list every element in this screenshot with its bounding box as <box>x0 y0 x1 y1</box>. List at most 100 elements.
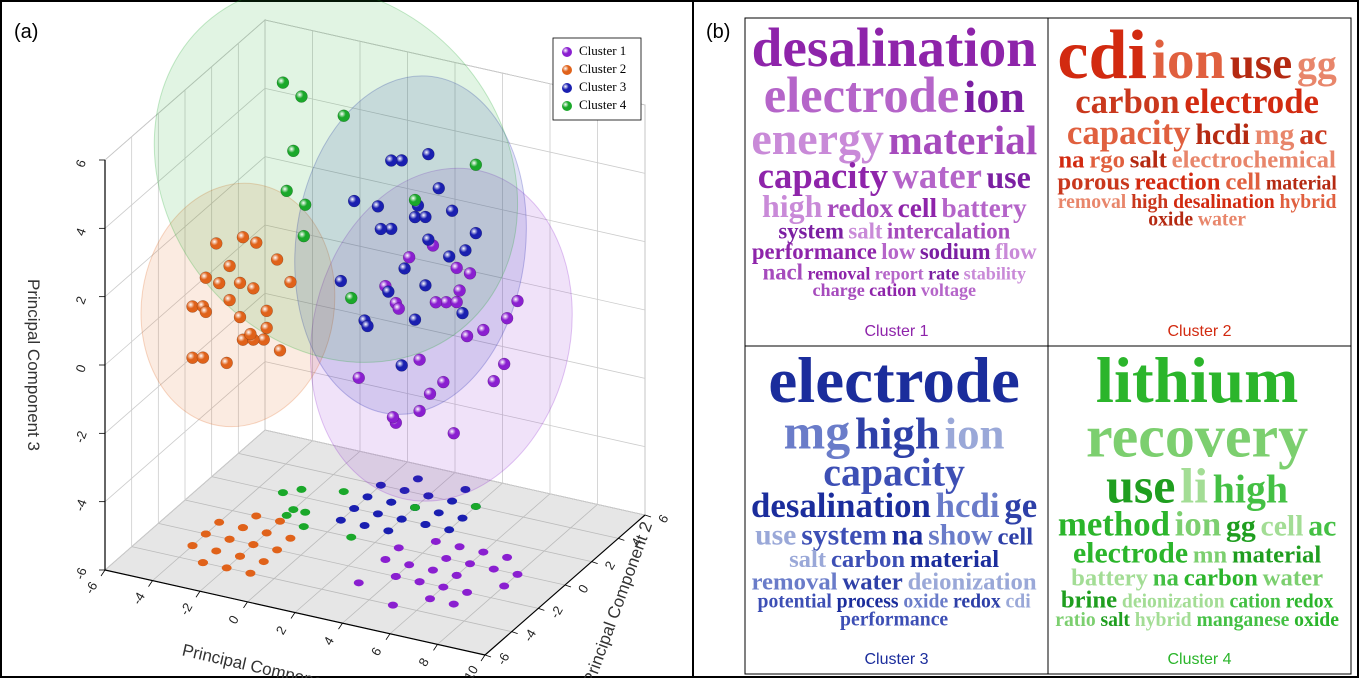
cloud-box <box>1047 17 1352 347</box>
data-point <box>284 275 297 289</box>
word: sodium <box>920 239 991 264</box>
data-point <box>337 109 350 122</box>
word: use <box>1230 38 1292 88</box>
grid-line <box>104 156 266 297</box>
word: report <box>875 263 924 283</box>
word: mg <box>1255 118 1295 151</box>
tick-mark <box>148 580 153 587</box>
data-point <box>273 344 287 357</box>
z-tick-label: -4 <box>72 497 90 513</box>
floor-projection <box>214 518 225 526</box>
data-point <box>298 198 312 211</box>
word: gg <box>1226 509 1256 542</box>
data-point <box>408 193 422 207</box>
floor-projection <box>410 504 420 511</box>
data-point <box>463 267 477 280</box>
floor-projection <box>298 523 309 531</box>
data-point <box>260 321 273 335</box>
word: gg <box>1297 42 1337 87</box>
floor-projection <box>372 510 383 518</box>
floor-projection <box>457 514 468 522</box>
floor-projection <box>200 530 211 538</box>
data-point <box>413 404 426 418</box>
word: deionization <box>908 568 1037 595</box>
word: nacl <box>763 259 803 284</box>
word: lithium <box>1096 345 1298 417</box>
floor-projection <box>338 488 349 496</box>
cloud-box <box>744 345 1049 675</box>
cloud-box <box>744 17 1049 347</box>
floor-projection <box>275 517 285 525</box>
cluster-label: Cluster 1 <box>864 323 928 340</box>
word: hcdi <box>1195 118 1250 151</box>
word: ion <box>945 408 1005 458</box>
word: carbon <box>1075 82 1179 121</box>
word: system <box>801 518 887 551</box>
word: carbon <box>1184 564 1258 591</box>
tick-mark <box>290 612 296 619</box>
data-point <box>352 371 365 385</box>
panel-label: (b) <box>706 21 730 43</box>
data-point <box>345 291 358 305</box>
data-point <box>402 251 416 264</box>
word: capacity <box>823 449 965 494</box>
z-tick-label: -2 <box>72 429 90 445</box>
word: salt <box>848 219 883 244</box>
floor-projection <box>488 565 499 573</box>
grid-line <box>104 19 266 161</box>
word: process <box>837 591 899 613</box>
floor-projection <box>383 527 394 535</box>
word: cation <box>1229 591 1280 613</box>
word: high <box>762 188 823 224</box>
data-point <box>419 210 432 224</box>
word: method <box>1058 504 1170 543</box>
word: desalination <box>751 486 931 525</box>
word: mg <box>784 404 851 459</box>
tick-mark <box>618 537 625 541</box>
floor-projection <box>390 572 401 580</box>
data-point <box>361 319 374 333</box>
word: redox <box>1286 591 1334 613</box>
tick-mark <box>243 601 248 609</box>
data-point <box>347 194 361 208</box>
z-axis-label: Principal Component 3 <box>24 279 43 451</box>
word: ratio <box>1055 609 1096 631</box>
cloud-box <box>1047 345 1352 675</box>
data-point <box>374 222 388 236</box>
z-tick-label: 2 <box>72 294 89 306</box>
data-point <box>287 144 300 158</box>
data-point <box>385 154 398 167</box>
word: removal <box>1058 191 1127 213</box>
floor-projection <box>335 516 346 524</box>
data-point <box>450 295 463 309</box>
floor-projection <box>235 552 245 560</box>
word: stability <box>964 263 1026 283</box>
word: deionization <box>1122 591 1225 613</box>
data-point <box>196 351 210 364</box>
data-point <box>422 233 435 246</box>
data-point <box>386 410 400 424</box>
word: cell <box>997 523 1033 550</box>
word: removal <box>807 263 870 283</box>
word: material <box>1232 542 1321 569</box>
floor-projection <box>362 493 373 501</box>
data-point <box>223 259 236 273</box>
floor-projection <box>359 522 370 530</box>
floor-projection <box>427 566 438 574</box>
floor-projection <box>245 569 256 577</box>
word: electrode <box>768 345 1020 417</box>
floor-projection <box>448 600 459 608</box>
word: hybrid <box>1135 609 1192 631</box>
word: electrode <box>1184 82 1319 121</box>
data-point <box>395 359 408 372</box>
data-point <box>442 250 456 263</box>
word: battery <box>942 193 1027 223</box>
data-point <box>445 204 459 217</box>
word: battery <box>1071 564 1149 591</box>
floor-projection <box>465 560 475 568</box>
floor-projection <box>346 533 357 541</box>
floor-projection <box>237 524 248 532</box>
grid-line <box>264 87 646 174</box>
